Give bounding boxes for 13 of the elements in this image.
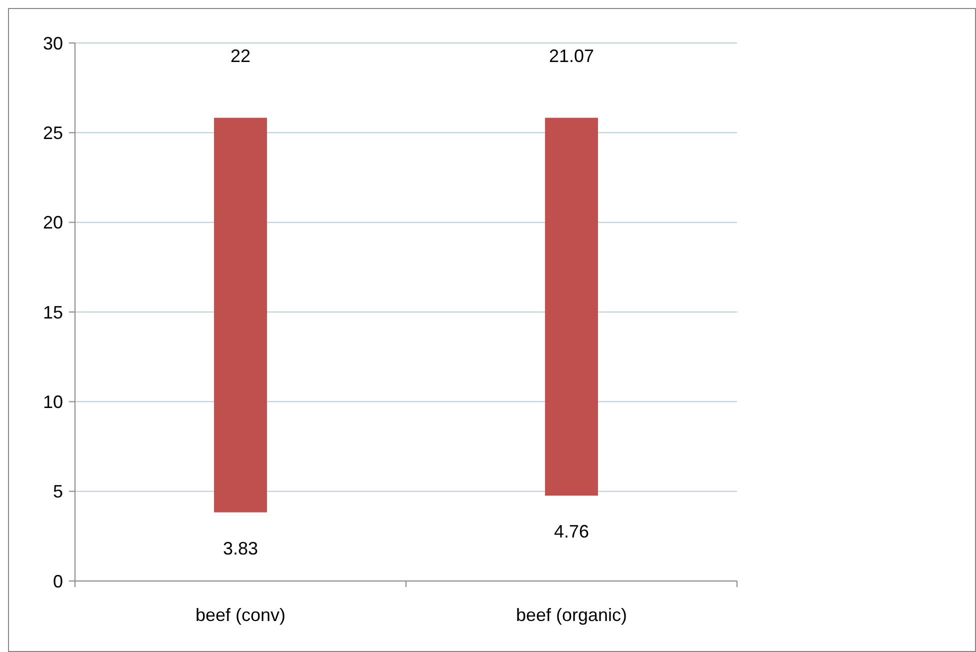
y-tick-label: 30 (42, 33, 63, 54)
y-tick-label: 5 (52, 482, 63, 502)
y-tick-label: 15 (42, 302, 63, 322)
y-tick-label: 25 (42, 122, 63, 143)
y-tick-label: 0 (52, 571, 63, 592)
data-label: 22 (230, 46, 251, 66)
data-label: 21.07 (548, 46, 594, 66)
x-tick-label: beef (organic) (516, 605, 628, 625)
annotation: 4.76 (554, 522, 590, 542)
y-tick-label: 20 (42, 212, 63, 233)
y-tick-label: 10 (42, 392, 63, 412)
annotation: 3.83 (222, 538, 258, 558)
x-tick-label: beef (conv) (195, 605, 286, 625)
